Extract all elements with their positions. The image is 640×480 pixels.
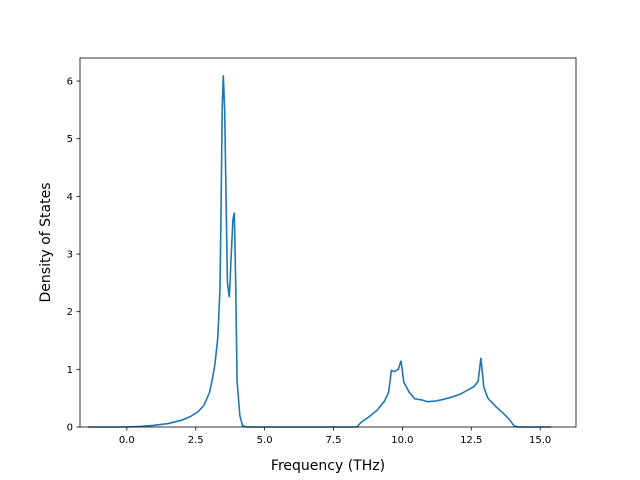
x-tick-label: 10.0 [391, 435, 413, 446]
y-tick-label: 0 [67, 423, 73, 434]
x-tick-label: 12.5 [460, 435, 482, 446]
x-axis-ticks: 0.0 2.5 5.0 7.5 10.0 12.5 15.0 [119, 427, 551, 446]
y-axis-ticks: 0 1 2 3 4 5 6 [67, 77, 80, 434]
x-tick-label: 7.5 [326, 435, 342, 446]
y-tick-label: 4 [67, 192, 73, 203]
dos-series-line [88, 75, 552, 428]
plot-frame [79, 57, 577, 428]
x-tick-label: 2.5 [188, 435, 204, 446]
y-tick-label: 6 [67, 77, 73, 88]
y-tick-label: 2 [67, 307, 73, 318]
y-tick-label: 1 [67, 365, 73, 376]
x-tick-label: 15.0 [529, 435, 551, 446]
x-axis-label: Frequency (THz) [271, 458, 385, 474]
y-tick-label: 5 [67, 134, 73, 145]
x-tick-label: 5.0 [257, 435, 273, 446]
y-tick-label: 3 [67, 250, 73, 261]
y-axis-label: Density of States [38, 183, 54, 303]
x-tick-label: 0.0 [119, 435, 135, 446]
